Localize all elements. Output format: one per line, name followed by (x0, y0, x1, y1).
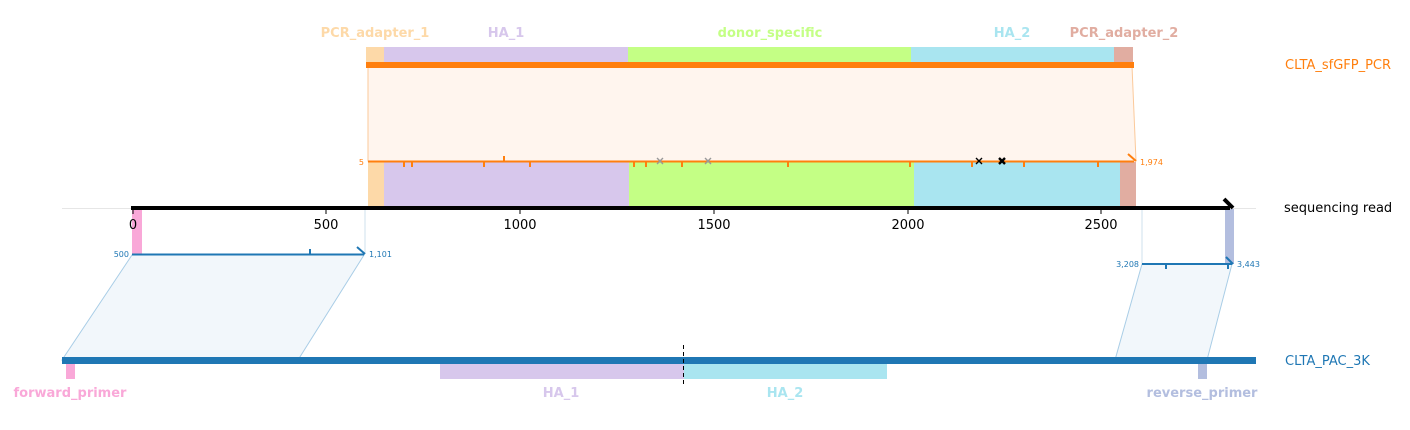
read-feature-block-ha-2 (914, 162, 1120, 208)
ref-right-alignment-band (1114, 263, 1233, 361)
pcr-bar (366, 62, 1134, 68)
pcr-alignment-band (367, 65, 1137, 162)
read-tick-label: 0 (129, 218, 137, 233)
read-tick-label: 1000 (503, 218, 536, 233)
ref-feature-box-forward-primer (66, 364, 75, 379)
read-feature-block-pcr-adapter-1 (368, 162, 384, 208)
ref-feature-label-reverse-primer: reverse_primer (1147, 386, 1259, 401)
pcr-feature-box-donor-specific (628, 47, 911, 65)
ref-feature-box-reverse-primer (1198, 364, 1207, 379)
pcr-feature-label-pcr-adapter-2: PCR_adapter_2 (1070, 26, 1179, 41)
read-axis-ticks: 0 500 1000 1500 2000 2500 (129, 210, 1118, 233)
pcr-alignment-mismatch-ticks (403, 156, 1099, 167)
deletion-mark (656, 157, 664, 165)
ref-left-alignment-arrowhead (356, 246, 366, 255)
read-tick-label: 2500 (1084, 218, 1117, 233)
ref-name-label: CLTA_PAC_3K (1285, 354, 1370, 369)
pcr-alignment-end-label: 1,974 (1140, 158, 1163, 167)
pcr-feature-label-pcr-adapter-1: PCR_adapter_1 (321, 26, 430, 41)
ref-feature-label-ha-1: HA_1 (543, 386, 580, 401)
ref-left-end-label: 1,101 (369, 250, 392, 259)
pcr-feature-label-ha-2: HA_2 (994, 26, 1031, 41)
deletion-mark (998, 157, 1006, 165)
read-name-label: sequencing read (1284, 201, 1392, 216)
pcr-feature-label-ha-1: HA_1 (488, 26, 525, 41)
read-feature-block-ha-1 (384, 162, 629, 208)
pcr-feature-box-pcr-adapter-1 (366, 47, 384, 65)
read-feature-block-pcr-adapter-2 (1120, 162, 1136, 208)
ref-feature-box-ha-2 (684, 364, 887, 379)
pcr-feature-box-ha-1 (384, 47, 628, 65)
read-arrowhead (1222, 197, 1235, 210)
ref-bar (62, 357, 1256, 364)
ref-feature-label-ha-2: HA_2 (767, 386, 804, 401)
read-forward-primer-block (132, 209, 142, 254)
pcr-alignment-arrowhead (1127, 153, 1137, 162)
ref-feature-label-forward-primer: forward_primer (14, 386, 128, 401)
pcr-alignment-deletion-marks (656, 157, 1006, 165)
pcr-alignment-start-label: 5 (359, 158, 364, 167)
pcr-feature-box-ha-2 (911, 47, 1114, 65)
ref-right-start-label: 3,208 (1116, 260, 1139, 269)
ref-right-end-label: 3,443 (1237, 260, 1260, 269)
pcr-feature-box-pcr-adapter-2 (1114, 47, 1133, 65)
pcr-name-label: CLTA_sfGFP_PCR (1285, 58, 1391, 73)
read-tick-label: 1500 (697, 218, 730, 233)
read-feature-block-donor-specific (629, 162, 914, 208)
read-reverse-primer-block (1225, 209, 1234, 264)
ref-feature-box-ha-1 (440, 364, 684, 379)
ref-left-alignment-band (61, 254, 365, 361)
read-tick-label: 2000 (891, 218, 924, 233)
ref-right-alignment-arrowhead (1225, 256, 1234, 265)
deletion-mark (975, 157, 983, 165)
pcr-feature-label-donor-specific: donor_specific (718, 26, 823, 41)
read-tick-label: 500 (314, 218, 339, 233)
deletion-mark (704, 157, 712, 165)
ref-left-start-label: 500 (114, 250, 129, 259)
